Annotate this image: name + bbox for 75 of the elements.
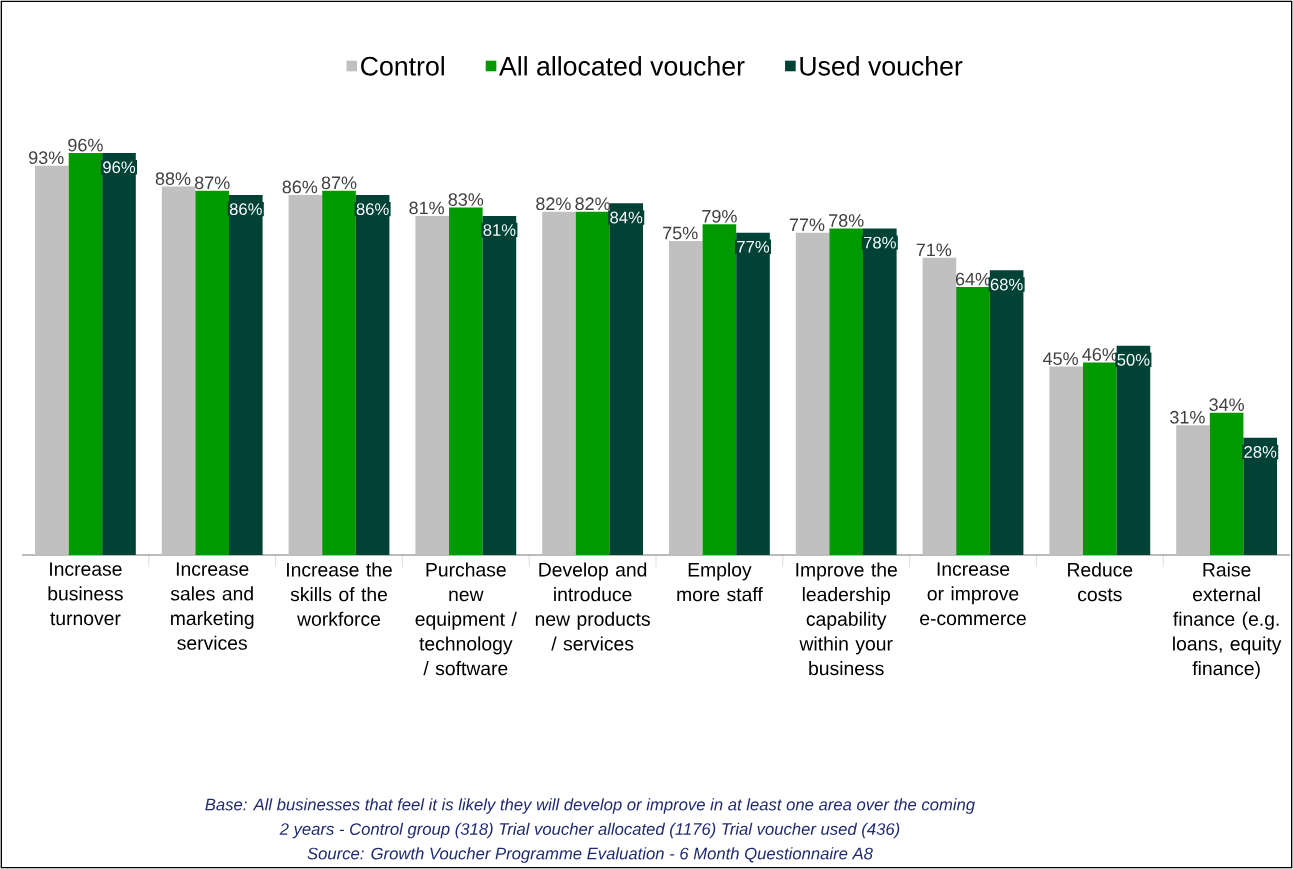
data-label: 79% xyxy=(702,209,737,223)
x-tick-label: Reduce costs xyxy=(1068,562,1133,602)
x-tick-label: Increase business turnover xyxy=(48,562,123,626)
data-label: 83% xyxy=(448,193,484,206)
data-label: 96% xyxy=(68,138,103,152)
legend-label: Control xyxy=(361,56,444,76)
legend-label: Used voucher xyxy=(800,56,963,76)
bar xyxy=(229,194,263,555)
data-label: 31% xyxy=(1170,410,1205,424)
bar xyxy=(829,228,864,555)
bar xyxy=(1049,366,1084,555)
bar xyxy=(102,153,136,555)
data-label: 87% xyxy=(321,176,357,190)
data-label: 77% xyxy=(789,218,825,232)
data-label: 93% xyxy=(29,151,64,165)
bar xyxy=(795,232,830,555)
data-label: 86% xyxy=(229,203,262,216)
data-label: 96% xyxy=(103,161,136,174)
legend-label: All allocated voucher xyxy=(499,56,745,76)
data-label: 71% xyxy=(916,243,952,257)
bar xyxy=(322,190,356,555)
bar xyxy=(355,194,390,555)
bar xyxy=(609,203,644,555)
x-tick-label: Improve the leadership capability within your business xyxy=(796,562,897,676)
data-label: 78% xyxy=(863,236,896,249)
data-label: 86% xyxy=(356,203,389,216)
bar xyxy=(195,190,230,555)
data-label: 46% xyxy=(1082,348,1118,361)
data-label: 77% xyxy=(737,240,770,253)
bar xyxy=(922,257,957,555)
source-note: Source: Growth Voucher Programme Evaluation - 6 Month Questionnaire A8 xyxy=(307,847,873,863)
bar xyxy=(542,211,576,555)
bar xyxy=(702,224,737,555)
bar xyxy=(989,270,1024,555)
text: Base: All businesses that feel it is likely they will develop or improve in at least one area over the coming xyxy=(205,798,975,814)
data-label: 78% xyxy=(829,214,864,227)
x-tick-label: Increase sales and marketing services xyxy=(170,562,254,650)
bar xyxy=(669,241,703,555)
data-label: 82% xyxy=(536,197,571,211)
x-tick-label: Purchase new equipment / technology / software xyxy=(415,562,517,676)
data-label: 84% xyxy=(610,211,643,224)
data-label: 88% xyxy=(155,172,191,185)
data-label: 82% xyxy=(575,197,610,211)
x-tick-label: Raise external finance (e.g. loans, equity finance) xyxy=(1173,562,1282,680)
data-label: 86% xyxy=(282,180,318,194)
bar xyxy=(1083,362,1117,555)
data-label: 45% xyxy=(1043,352,1078,365)
bar xyxy=(1209,412,1244,555)
x-tick-label: Employ more staff xyxy=(677,562,763,602)
bar xyxy=(863,228,897,555)
bar xyxy=(575,211,610,555)
data-label: 28% xyxy=(1244,446,1277,458)
data-label: 50% xyxy=(1117,353,1150,366)
bar xyxy=(482,215,517,555)
bar xyxy=(415,215,450,555)
bar xyxy=(956,287,990,555)
bar xyxy=(449,207,483,555)
bar xyxy=(288,194,323,555)
x-tick-label: Increase or improve e-commerce xyxy=(920,562,1026,626)
x-tick-label: Develop and introduce new products / services xyxy=(535,562,650,651)
data-label: 68% xyxy=(990,278,1023,291)
bar xyxy=(1176,425,1210,555)
x-tick-label: Increase the skills of the workforce xyxy=(287,562,392,626)
text: 2 years - Control group (318) Trial voucher allocated (1176) Trial voucher used (436) xyxy=(279,822,900,839)
bar xyxy=(1116,345,1151,555)
bar xyxy=(68,153,103,555)
data-label: 81% xyxy=(483,224,516,236)
data-label: 75% xyxy=(663,226,698,240)
data-label: 34% xyxy=(1209,398,1244,412)
bar xyxy=(35,165,69,555)
data-label: 87% xyxy=(194,176,230,190)
data-label: 64% xyxy=(955,272,991,286)
bar xyxy=(736,232,770,555)
bar xyxy=(161,186,196,555)
data-label: 81% xyxy=(409,201,444,215)
